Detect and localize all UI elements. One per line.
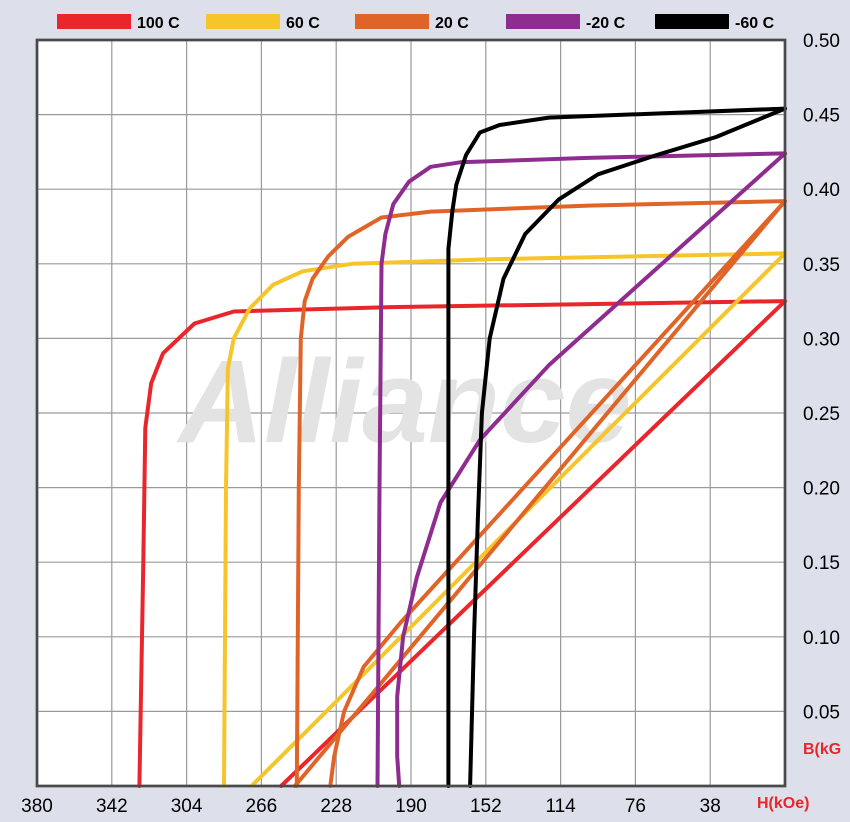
x-tick-label: 114 xyxy=(545,796,576,817)
y-tick-label: 0.10 xyxy=(803,628,840,649)
x-axis-ticks: 380 342 304 266 228 190 152 114 76 38 xyxy=(21,796,721,817)
x-tick-label: 76 xyxy=(625,796,646,817)
x-tick-label: 342 xyxy=(96,796,128,817)
x-tick-label: 266 xyxy=(246,796,278,817)
y-tick-label: 0.45 xyxy=(803,106,840,127)
x-axis-label: H(kOe) xyxy=(757,795,809,812)
legend-label: 100 C xyxy=(137,15,180,32)
y-axis-ticks: 0.05 0.10 0.15 0.20 0.25 0.30 0.35 0.40 0.45 0.50 xyxy=(803,31,840,723)
x-tick-label: 380 xyxy=(21,796,53,817)
demag-curve-100C xyxy=(137,299,787,788)
y-tick-label: 0.15 xyxy=(803,553,840,574)
curves xyxy=(137,106,787,788)
y-tick-label: 0.50 xyxy=(803,31,840,52)
load-line-minus60C xyxy=(468,106,787,788)
watermark: Alliance xyxy=(176,336,632,468)
legend-label: -20 C xyxy=(586,15,626,32)
plot-frame xyxy=(35,38,787,788)
x-tick-label: 228 xyxy=(320,796,352,817)
demag-curve-minus60C xyxy=(446,106,787,788)
legend-label: -60 C xyxy=(735,15,775,32)
legend-swatch xyxy=(655,14,729,29)
x-tick-label: 38 xyxy=(700,796,721,817)
y-tick-label: 0.25 xyxy=(803,404,840,425)
legend-label: 20 C xyxy=(435,15,469,32)
x-tick-label: 304 xyxy=(171,796,203,817)
load-line-minus20C xyxy=(395,151,787,788)
demag-curve-20C xyxy=(294,199,787,788)
x-tick-label: 190 xyxy=(395,796,427,817)
legend-label: 60 C xyxy=(286,15,320,32)
legend-swatch xyxy=(57,14,131,29)
demag-curve-60C xyxy=(222,251,787,788)
y-tick-label: 0.40 xyxy=(803,180,840,201)
y-tick-label: 0.05 xyxy=(803,702,840,723)
y-axis-label: B(kG xyxy=(803,741,841,758)
legend-swatch xyxy=(355,14,429,29)
y-tick-label: 0.30 xyxy=(803,329,840,350)
y-tick-label: 0.35 xyxy=(803,255,840,276)
y-tick-label: 0.20 xyxy=(803,479,840,500)
legend: 100 C 60 C 20 C -20 C -60 C xyxy=(57,14,775,32)
legend-swatch xyxy=(506,14,580,29)
legend-swatch xyxy=(206,14,280,29)
load-line-20C xyxy=(328,199,787,788)
x-tick-label: 152 xyxy=(470,796,502,817)
demag-curve-minus20C xyxy=(375,151,787,788)
